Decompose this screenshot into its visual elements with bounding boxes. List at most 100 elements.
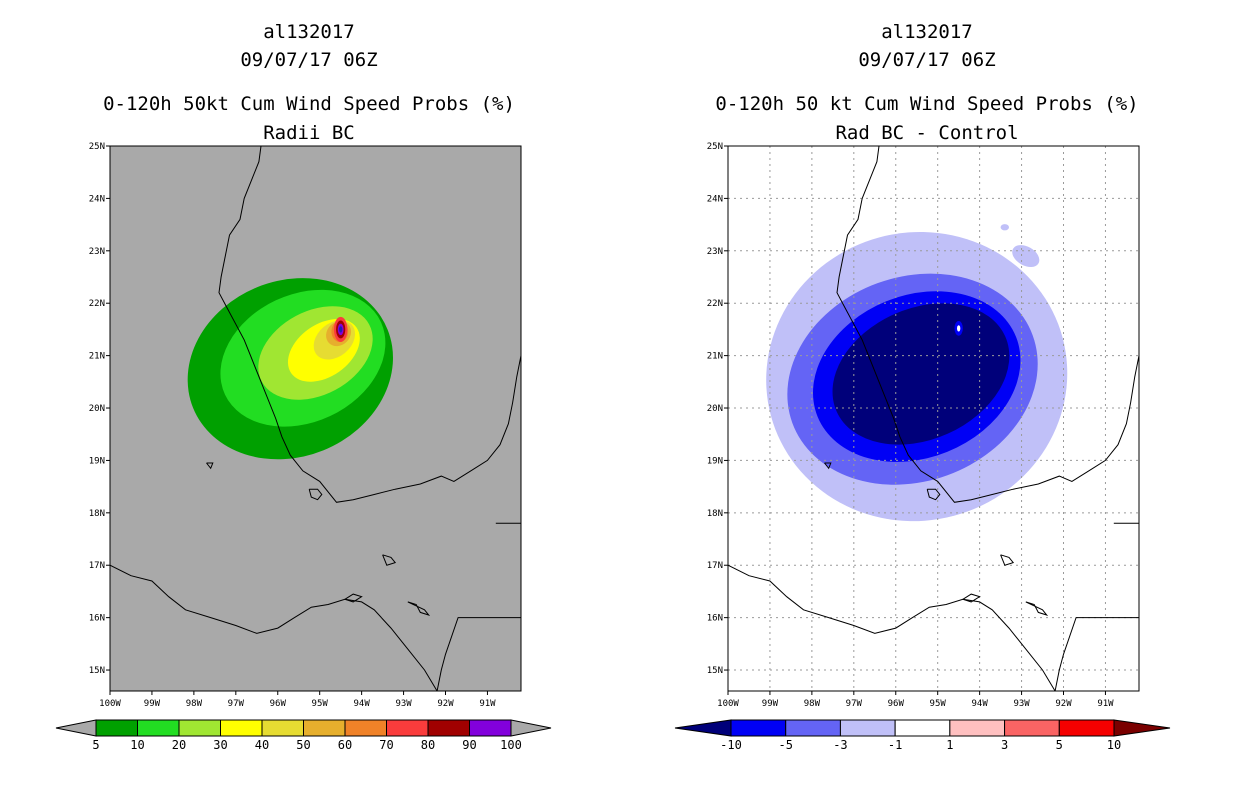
left-probability-contours bbox=[187, 278, 393, 460]
x-tick-label-96W: 96W bbox=[270, 699, 287, 709]
colorbar-label-60: 60 bbox=[338, 738, 352, 752]
y-tick-label-23N: 23N bbox=[707, 247, 723, 257]
y-tick-label-23N: 23N bbox=[89, 247, 105, 257]
gulf-coastline bbox=[836, 146, 1139, 503]
right-colorbar: -10 -5 -3 -1 1 3 5 10 bbox=[674, 719, 1171, 752]
y-tick-label-20N: 20N bbox=[707, 404, 723, 414]
x-tick-label-99W: 99W bbox=[144, 699, 161, 709]
x-tick-label-97W: 97W bbox=[846, 699, 863, 709]
colorbar-swatch-0 bbox=[95, 719, 138, 737]
lake-outline-0 bbox=[926, 488, 941, 501]
right-gridlines bbox=[728, 146, 1139, 691]
colorbar-swatch-6 bbox=[1058, 719, 1115, 737]
lake-outline-1 bbox=[382, 554, 397, 566]
colorbar-label-100: 100 bbox=[500, 738, 522, 752]
colorbar-swatch-7 bbox=[386, 719, 429, 737]
x-tick-label-99W: 99W bbox=[762, 699, 779, 709]
colorbar-label--10: -10 bbox=[720, 738, 742, 752]
colorbar-label-1: 1 bbox=[946, 738, 953, 752]
colorbar-label-5: 5 bbox=[1056, 738, 1063, 752]
x-tick-label-91W: 91W bbox=[1097, 699, 1114, 709]
right-coastline bbox=[728, 146, 1139, 691]
colorbar-swatch-1 bbox=[785, 719, 841, 737]
colorbar-label-5: 5 bbox=[92, 738, 99, 752]
left-title-storm-id: al132017 bbox=[263, 21, 355, 43]
x-tick-label-98W: 98W bbox=[804, 699, 821, 709]
y-tick-label-16N: 16N bbox=[707, 614, 723, 624]
left-x-ticks: 100W 99W 98W 97W 96W 95W 94W 93W 92W 91W bbox=[99, 691, 496, 709]
colorbar-swatch-2 bbox=[178, 719, 221, 737]
colorbar-swatch-2 bbox=[839, 719, 896, 737]
lake-outline-2 bbox=[344, 593, 363, 603]
contour-level-minus-1-8 bbox=[1012, 245, 1040, 268]
x-tick-label-93W: 93W bbox=[395, 699, 412, 709]
y-tick-label-21N: 21N bbox=[89, 352, 105, 362]
left-title-subtitle: Radii BC bbox=[263, 122, 355, 144]
x-tick-label-97W: 97W bbox=[228, 699, 245, 709]
left-plot-frame bbox=[109, 145, 522, 692]
y-tick-label-20N: 20N bbox=[89, 404, 105, 414]
x-tick-label-100W: 100W bbox=[99, 699, 121, 709]
colorbar-swatch-0 bbox=[730, 719, 787, 737]
y-tick-label-21N: 21N bbox=[707, 352, 723, 362]
colorbar-label--5: -5 bbox=[778, 738, 792, 752]
colorbar-label-50: 50 bbox=[296, 738, 310, 752]
x-tick-label-95W: 95W bbox=[312, 699, 329, 709]
y-tick-label-24N: 24N bbox=[707, 194, 723, 204]
colorbar-label--1: -1 bbox=[888, 738, 902, 752]
x-tick-label-94W: 94W bbox=[971, 699, 988, 709]
lake-outline-4 bbox=[206, 462, 214, 470]
colorbar-high-triangle bbox=[1113, 719, 1171, 737]
left-y-ticks: 25N 24N 23N 22N 21N 20N 19N 18N 17N 16N 15N bbox=[89, 142, 110, 676]
colorbar-label-80: 80 bbox=[421, 738, 435, 752]
colorbar-label-70: 70 bbox=[379, 738, 393, 752]
y-tick-label-25N: 25N bbox=[707, 142, 723, 152]
lake-outline-3 bbox=[407, 601, 431, 616]
y-tick-label-24N: 24N bbox=[89, 194, 105, 204]
colorbar-label-30: 30 bbox=[213, 738, 227, 752]
x-tick-label-95W: 95W bbox=[930, 699, 947, 709]
y-tick-label-22N: 22N bbox=[89, 299, 105, 309]
right-title-product: 0-120h 50 kt Cum Wind Speed Probs (%) bbox=[715, 93, 1138, 115]
x-tick-label-92W: 92W bbox=[1055, 699, 1072, 709]
right-difference-contours bbox=[766, 224, 1068, 522]
colorbar-label-10: 10 bbox=[130, 738, 144, 752]
colorbar-swatch-4 bbox=[949, 719, 1006, 737]
colorbar-label-3: 3 bbox=[1001, 738, 1008, 752]
colorbar-high-triangle bbox=[510, 719, 552, 737]
x-tick-label-98W: 98W bbox=[186, 699, 203, 709]
left-colorbar: 5 10 20 30 40 50 60 70 80 90 100 bbox=[55, 719, 552, 752]
pacific-coastline bbox=[110, 564, 438, 691]
x-tick-label-94W: 94W bbox=[353, 699, 370, 709]
y-tick-label-19N: 19N bbox=[707, 456, 723, 466]
lake-outline-0 bbox=[308, 488, 323, 501]
y-tick-label-15N: 15N bbox=[707, 666, 723, 676]
x-tick-label-91W: 91W bbox=[479, 699, 496, 709]
y-tick-label-15N: 15N bbox=[89, 666, 105, 676]
colorbar-swatch-6 bbox=[344, 719, 387, 737]
x-tick-label-92W: 92W bbox=[437, 699, 454, 709]
colorbar-swatch-3 bbox=[894, 719, 951, 737]
contour-level-minus-1-5 bbox=[956, 325, 961, 332]
lake-outline-1 bbox=[1000, 554, 1015, 566]
panel-rad-bc-minus-control: al132017 09/07/17 06Z 0-120h 50 kt Cum W… bbox=[674, 21, 1171, 752]
lake-outline-4 bbox=[824, 462, 832, 470]
y-tick-label-25N: 25N bbox=[89, 142, 105, 152]
left-title-product: 0-120h 50kt Cum Wind Speed Probs (%) bbox=[103, 93, 515, 115]
panel-radii-bc: al132017 09/07/17 06Z 0-120h 50kt Cum Wi… bbox=[55, 21, 552, 752]
y-tick-label-17N: 17N bbox=[707, 561, 723, 571]
left-coastline bbox=[110, 146, 521, 691]
lake-outline-3 bbox=[1025, 601, 1049, 616]
colorbar-label--3: -3 bbox=[833, 738, 847, 752]
colorbar-swatch-4 bbox=[261, 719, 304, 737]
contour-level-100-10 bbox=[338, 326, 343, 333]
contour-level-minus-1-6 bbox=[1000, 224, 1009, 231]
colorbar-label-40: 40 bbox=[255, 738, 269, 752]
right-title-storm-id: al132017 bbox=[881, 21, 973, 43]
colorbar-low-triangle bbox=[674, 719, 732, 737]
contour-level-minus-1-7 bbox=[1041, 317, 1052, 331]
right-y-ticks: 25N 24N 23N 22N 21N 20N 19N 18N 17N 16N 15N bbox=[707, 142, 728, 676]
right-title-subtitle: Rad BC - Control bbox=[835, 122, 1018, 144]
y-tick-label-22N: 22N bbox=[707, 299, 723, 309]
